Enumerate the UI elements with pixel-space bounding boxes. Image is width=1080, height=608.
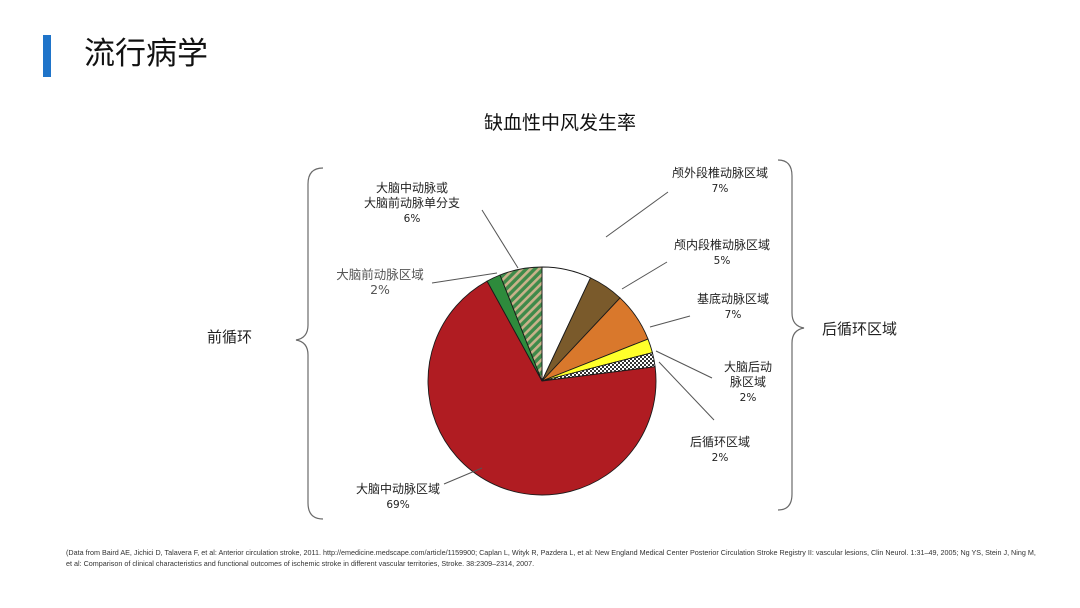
slice-label-7: 大脑中动脉或大脑前动脉单分支 6% (364, 180, 460, 225)
leader-line-2 (649, 315, 691, 328)
leader-line-6 (431, 272, 498, 284)
slice-label-line: 颅外段椎动脉区域 (672, 165, 768, 180)
slice-value-label: 7% (712, 183, 729, 195)
slice-labels: 颅外段椎动脉区域 7%颅内段椎动脉区域 5%基底动脉区域 7%大脑后动脉区域 2%后循环… (336, 165, 772, 511)
slice-label-line: 大脑中动脉或 (376, 180, 448, 195)
citation-footnote: (Data from Baird AE, Jichici D, Talavera… (66, 548, 1036, 568)
leader-line-7 (481, 209, 519, 269)
leader-line-4 (658, 361, 715, 421)
slice-label-line: 大脑后动 (724, 360, 772, 374)
slice-value-label: 6% (404, 213, 421, 225)
slice-label-line: 大脑前动脉区域 (336, 267, 424, 282)
slice-label-line: 大脑中动脉区域 (356, 481, 440, 496)
slice-label-5: 大脑中动脉区域 69% (356, 481, 440, 511)
leader-line-5 (443, 467, 483, 485)
page-title: 流行病学 (84, 36, 208, 72)
slice-label-1: 颅内段椎动脉区域 5% (674, 237, 770, 267)
slice-value-label: 7% (725, 309, 742, 321)
title-accent-bar (43, 35, 51, 77)
slice-label-4: 后循环区域 2% (690, 435, 750, 464)
slice-label-line: 大脑前动脉单分支 (364, 195, 460, 210)
slice-label-line: 颅内段椎动脉区域 (674, 237, 770, 252)
slice-value-label: 69% (386, 499, 409, 511)
slice-value-label: 5% (714, 255, 731, 267)
chart-title: 缺血性中风发生率 (484, 112, 636, 134)
slice-label-line: 基底动脉区域 (697, 291, 769, 306)
slice-label-0: 颅外段椎动脉区域 7% (672, 165, 768, 195)
pie-slice-5 (427, 280, 657, 496)
pie-slices (427, 266, 657, 496)
leader-line-3 (655, 350, 713, 379)
slice-label-line: 后循环区域 (690, 435, 750, 449)
slice-value-label: 2% (712, 452, 729, 464)
right-group-brace (777, 159, 805, 511)
group-label-anterior: 前循环 (207, 328, 252, 346)
leader-line-0 (605, 191, 669, 238)
slice-label-6: 大脑前动脉区域 2% (336, 267, 424, 297)
slice-label-line: 脉区域 (730, 374, 766, 389)
slice-value-label: 2% (740, 392, 757, 404)
left-group-brace (295, 167, 324, 520)
leader-line-1 (621, 261, 668, 290)
slice-value-label: 2% (370, 282, 390, 297)
slice-label-3: 大脑后动脉区域 2% (724, 360, 772, 404)
group-label-posterior: 后循环区域 (822, 320, 897, 338)
slice-label-2: 基底动脉区域 7% (697, 291, 769, 321)
leader-lines (431, 191, 715, 485)
pie-slice-7 (499, 266, 543, 382)
